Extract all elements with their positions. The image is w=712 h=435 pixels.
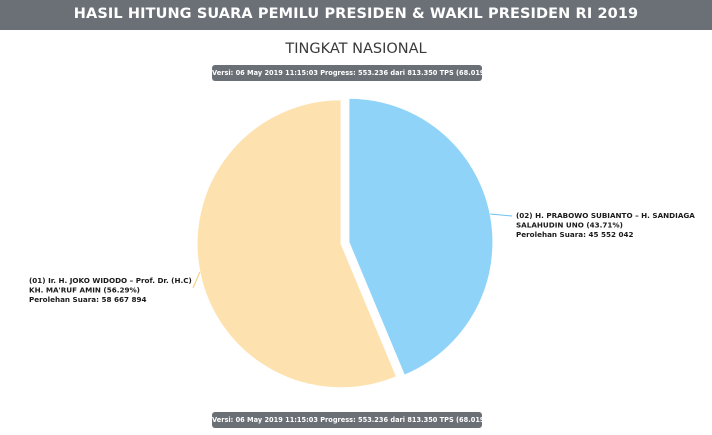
pie-slice-2 [196,99,398,389]
pie-slice-1 [348,97,494,376]
pie-leader-line-2 [192,271,201,289]
pie-leader-line-1 [490,213,513,217]
version-badge-bottom: Versi: 06 May 2019 11:15:03 Progress: 55… [212,412,482,428]
version-badge-top: Versi: 06 May 2019 11:15:03 Progress: 55… [212,65,482,81]
pie-label-1: (02) H. PRABOWO SUBIANTO – H. SANDIAGA SA… [516,211,695,239]
chart-title: TINGKAT NASIONAL [285,41,427,57]
pie-label-2: (01) Ir. H. JOKO WIDODO – Prof. Dr. (H.C… [29,276,192,304]
page-header: HASIL HITUNG SUARA PEMILU PRESIDEN & WAK… [0,0,712,30]
